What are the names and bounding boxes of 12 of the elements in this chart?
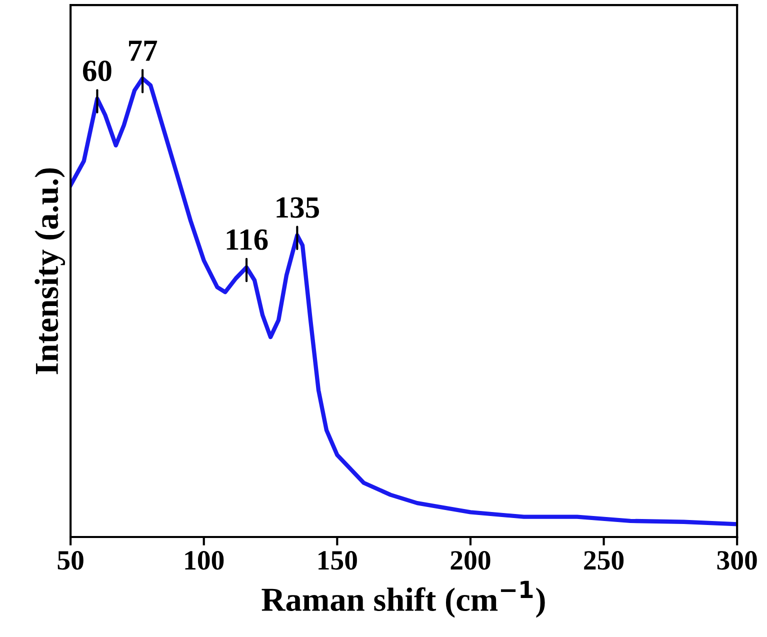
x-tick-label: 100 [185, 550, 224, 570]
x-tick-label: 300 [717, 550, 757, 570]
x-tick-label: 50 [58, 550, 84, 570]
annotation: 77 [129, 40, 158, 61]
x-tick-label: 150 [318, 550, 357, 570]
x-tick-label: 200 [450, 550, 490, 570]
annotation: 60 [82, 60, 112, 82]
x-tick-label: 250 [584, 550, 624, 570]
annotation: 116 [226, 229, 268, 250]
y-axis-title: Intensity (a.u.) [34, 168, 66, 374]
annotation: 135 [276, 197, 319, 218]
x-axis-title: Raman shift (cm$^{−1}$) [262, 580, 545, 618]
